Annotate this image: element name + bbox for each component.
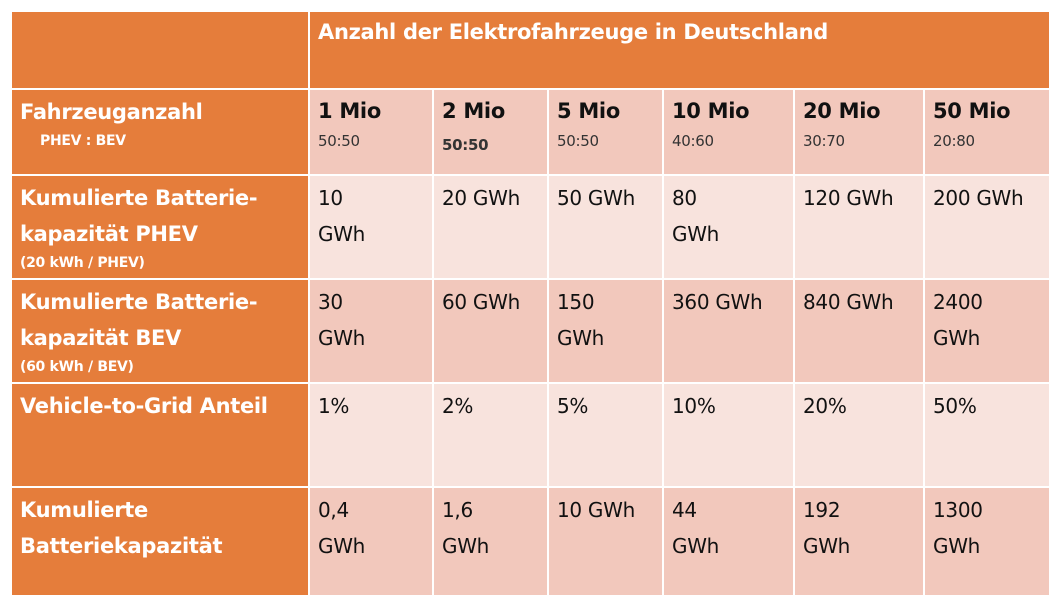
cell-phev: 20 GWh: [434, 176, 547, 278]
cell-bev: 30 GWh: [310, 280, 432, 382]
col-50mio: 50 Mio 20:80: [925, 90, 1049, 174]
row-header-total: Kumulierte Batteriekapazität: [12, 488, 308, 595]
cell-total: 0,4 GWh: [310, 488, 432, 595]
cell-bev: 840 GWh: [795, 280, 923, 382]
cell-total: 192 GWh: [795, 488, 923, 595]
row-sublabel: (60 kWh / BEV): [20, 359, 134, 375]
count: 20 Mio: [803, 99, 881, 123]
cell-phev: 80 GWh: [664, 176, 793, 278]
count: 10 Mio: [672, 99, 750, 123]
cell-bev: 360 GWh: [664, 280, 793, 382]
ratio: 20:80: [933, 132, 975, 150]
cell-v2g: 2%: [434, 384, 547, 486]
count: 2 Mio: [442, 99, 505, 123]
cell-v2g: 1%: [310, 384, 432, 486]
cell-total: 44 GWh: [664, 488, 793, 595]
cell-phev: 120 GWh: [795, 176, 923, 278]
row-header-bev: Kumulierte Batterie- kapazität BEV (60 kW…: [12, 280, 308, 382]
col-1mio: 1 Mio 50:50: [310, 90, 432, 174]
cell-v2g: 20%: [795, 384, 923, 486]
count: 5 Mio: [557, 99, 620, 123]
cell-phev: 50 GWh: [549, 176, 662, 278]
cell-phev: 200 GWh: [925, 176, 1049, 278]
ratio: 50:50: [318, 132, 360, 150]
corner-cell: [12, 12, 308, 88]
cell-v2g: 50%: [925, 384, 1049, 486]
row-header-count: Fahrzeuganzahl PHEV : BEV: [12, 90, 308, 174]
row-header-phev: Kumulierte Batterie- kapazität PHEV (20 k…: [12, 176, 308, 278]
cell-v2g: 5%: [549, 384, 662, 486]
col-20mio: 20 Mio 30:70: [795, 90, 923, 174]
row-label: Kumulierte Batterie- kapazität BEV: [20, 290, 258, 350]
col-10mio: 10 Mio 40:60: [664, 90, 793, 174]
row-label: Kumulierte Batterie- kapazität PHEV: [20, 186, 258, 246]
cell-total: 1300 GWh: [925, 488, 1049, 595]
ratio: 50:50: [442, 136, 489, 154]
cell-bev: 60 GWh: [434, 280, 547, 382]
row-label: Vehicle-to-Grid Anteil: [20, 394, 268, 418]
row-header-v2g: Vehicle-to-Grid Anteil: [12, 384, 308, 486]
count: 1 Mio: [318, 99, 381, 123]
cell-total: 10 GWh: [549, 488, 662, 595]
table-title: Anzahl der Elektrofahrzeuge in Deutschla…: [310, 12, 1049, 88]
row-label: Kumulierte Batteriekapazität: [20, 498, 223, 558]
cell-phev: 10 GWh: [310, 176, 432, 278]
row-sublabel: (20 kWh / PHEV): [20, 255, 145, 271]
row-sublabel: PHEV : BEV: [40, 133, 126, 149]
ratio: 30:70: [803, 132, 845, 150]
col-5mio: 5 Mio 50:50: [549, 90, 662, 174]
ev-table: Anzahl der Elektrofahrzeuge in Deutschla…: [12, 12, 1049, 595]
count: 50 Mio: [933, 99, 1011, 123]
ratio: 40:60: [672, 132, 714, 150]
col-2mio: 2 Mio 50:50: [434, 90, 547, 174]
ratio: 50:50: [557, 132, 599, 150]
row-label: Fahrzeuganzahl: [20, 100, 203, 124]
cell-bev: 150 GWh: [549, 280, 662, 382]
cell-total: 1,6 GWh: [434, 488, 547, 595]
cell-bev: 2400 GWh: [925, 280, 1049, 382]
cell-v2g: 10%: [664, 384, 793, 486]
